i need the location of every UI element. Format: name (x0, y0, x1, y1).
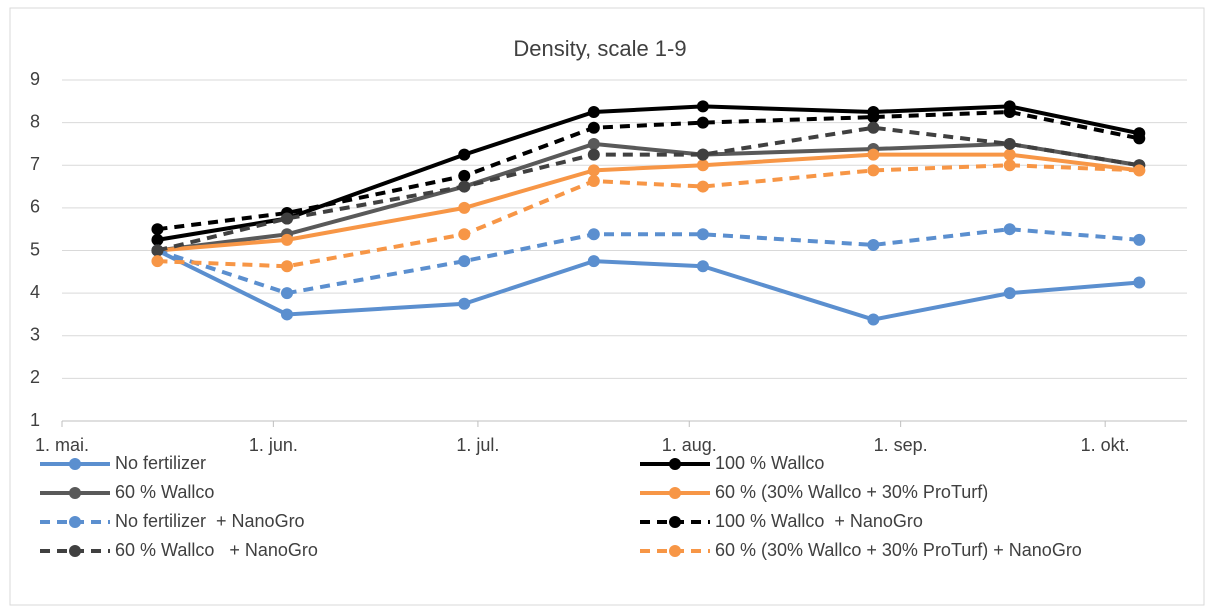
legend-marker (669, 545, 681, 557)
data-point (1003, 287, 1016, 300)
y-tick-label: 3 (30, 325, 40, 345)
legend-marker (669, 487, 681, 499)
data-point (587, 228, 600, 241)
data-point (867, 238, 880, 251)
data-point (867, 313, 880, 326)
data-point (151, 233, 164, 246)
y-tick-label: 8 (30, 111, 40, 131)
y-tick-label: 4 (30, 282, 40, 302)
series-line (157, 152, 1140, 253)
legend-label: 60 % Wallco (115, 482, 214, 502)
legend-label: 60 % (30% Wallco + 30% ProTurf) + NanoGr… (715, 540, 1082, 560)
data-point (696, 228, 709, 241)
data-point (281, 212, 293, 225)
data-point (151, 244, 164, 257)
data-point (587, 255, 600, 268)
data-point (458, 297, 471, 310)
legend-marker (69, 487, 81, 499)
data-point (587, 105, 600, 118)
legend-label: No fertilizer + NanoGro (115, 511, 305, 531)
y-tick-label: 9 (30, 69, 40, 89)
data-point (458, 148, 471, 161)
y-tick-label: 7 (30, 154, 40, 174)
data-point (867, 164, 880, 177)
x-tick-label: 1. sep. (874, 435, 928, 455)
data-point (1133, 276, 1146, 289)
data-point (458, 180, 471, 193)
data-point (151, 255, 164, 268)
data-point (1133, 164, 1146, 177)
data-point (696, 148, 709, 161)
series-line (157, 163, 1140, 269)
x-tick-label: 1. jun. (249, 435, 298, 455)
data-point (1003, 148, 1016, 161)
data-point (1003, 137, 1016, 150)
series-line (157, 109, 1140, 232)
y-tick-label: 2 (30, 367, 40, 387)
y-tick-label: 5 (30, 239, 40, 259)
data-point (1003, 159, 1016, 172)
y-tick-label: 6 (30, 197, 40, 217)
data-point (587, 148, 600, 161)
data-point (587, 175, 600, 188)
data-point (1003, 223, 1016, 236)
x-tick-label: 1. okt. (1081, 435, 1130, 455)
data-point (587, 137, 600, 150)
legend-label: No fertilizer (115, 453, 206, 473)
data-point (696, 159, 709, 172)
data-point (696, 116, 709, 129)
data-point (281, 308, 293, 321)
data-point (151, 223, 164, 236)
data-point (1003, 105, 1016, 118)
data-point (458, 201, 471, 214)
data-point (867, 148, 880, 161)
legend-label: 60 % (30% Wallco + 30% ProTurf) (715, 482, 988, 502)
legend-label: 60 % Wallco + NanoGro (115, 540, 318, 560)
legend-label: 100 % Wallco (715, 453, 824, 473)
legend-marker (69, 516, 81, 528)
chart-title: Density, scale 1-9 (513, 36, 686, 61)
data-point (696, 260, 709, 273)
data-point (587, 164, 600, 177)
data-point (867, 111, 880, 124)
series-line (156, 125, 1140, 253)
legend-marker (69, 458, 81, 470)
x-tick-label: 1. aug. (662, 435, 717, 455)
data-point (458, 255, 471, 268)
data-point (867, 121, 880, 134)
series-line (157, 141, 1140, 253)
data-point (281, 287, 293, 300)
legend-marker (669, 516, 681, 528)
data-point (587, 121, 600, 134)
data-point (458, 169, 471, 182)
y-tick-label: 1 (30, 410, 40, 430)
data-point (1133, 132, 1146, 145)
data-point (458, 228, 471, 241)
data-point (281, 260, 293, 273)
legend-marker (669, 458, 681, 470)
data-point (1133, 233, 1146, 246)
x-tick-label: 1. jul. (456, 435, 499, 455)
series-line (156, 248, 1140, 322)
x-tick-label: 1. mai. (35, 435, 89, 455)
data-point (696, 180, 709, 193)
data-point (696, 100, 709, 113)
data-point (281, 233, 293, 246)
legend-marker (69, 545, 81, 557)
legend-label: 100 % Wallco + NanoGro (715, 511, 923, 531)
